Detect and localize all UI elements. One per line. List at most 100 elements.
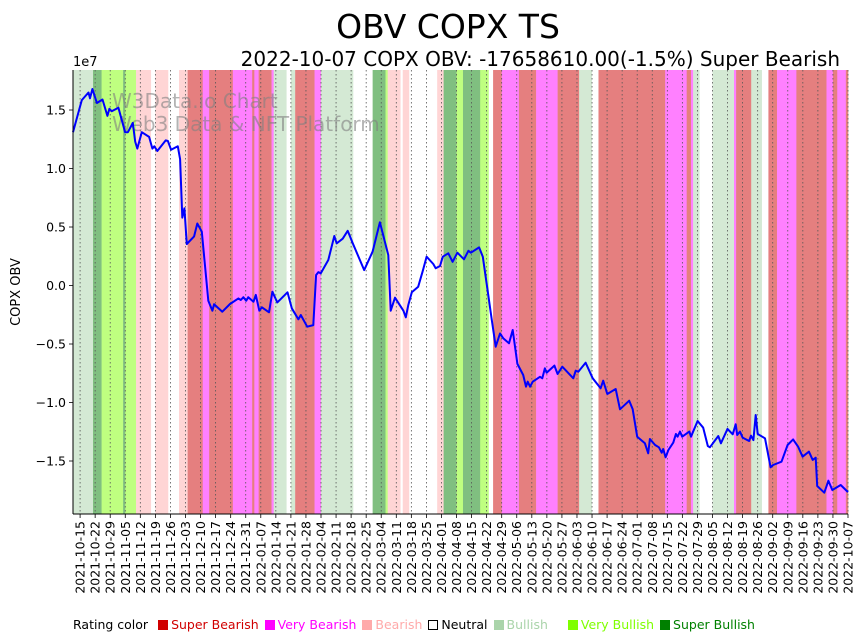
- band-super-bearish: [686, 70, 692, 514]
- band-neutral: [168, 70, 180, 514]
- x-tick-label: 2022-01-21: [283, 521, 298, 594]
- band-very-bullish: [125, 70, 137, 514]
- band-super-bullish: [93, 70, 102, 514]
- legend-swatch: [493, 619, 504, 630]
- band-very-bearish: [733, 70, 737, 514]
- legend-swatch: [264, 619, 275, 630]
- x-tick-label: 2022-05-20: [539, 521, 554, 594]
- band-bullish: [693, 70, 700, 514]
- x-tick-label: 2022-08-26: [750, 521, 765, 594]
- series-layer: [72, 88, 849, 494]
- x-tick-label: 2021-12-31: [238, 521, 253, 594]
- band-very-bullish: [456, 70, 464, 514]
- band-neutral: [151, 70, 156, 514]
- band-super-bullish: [123, 70, 126, 514]
- x-tick-label: 2022-04-22: [479, 521, 494, 594]
- y-offset-label: 1e7: [73, 55, 98, 70]
- legend-label: Very Bearish: [277, 617, 357, 632]
- x-tick-label: 2022-09-30: [825, 521, 840, 594]
- band-bearish: [179, 70, 188, 514]
- y-tick-label: −0.5: [36, 337, 66, 352]
- legend-item-bullish: Bullish: [493, 617, 548, 632]
- legend-swatch: [158, 619, 169, 630]
- x-tick-label: 2022-07-01: [630, 521, 645, 594]
- x-tick-label: 2022-06-17: [600, 521, 615, 594]
- x-tick-label: 2022-07-15: [660, 521, 675, 594]
- obv-line: [72, 88, 849, 494]
- x-tick-label: 2022-02-04: [314, 521, 329, 594]
- band-bullish: [321, 70, 354, 514]
- band-bearish: [387, 70, 401, 514]
- band-neutral: [400, 70, 404, 514]
- x-tick-label: 2021-11-26: [163, 521, 178, 594]
- x-tick-label: 2022-08-05: [705, 521, 720, 594]
- y-tick-label: 0.5: [46, 220, 66, 235]
- band-super-bearish: [768, 70, 778, 514]
- x-tick-label: 2022-06-24: [615, 521, 630, 594]
- x-tick-label: 2021-12-17: [208, 521, 223, 594]
- legend-label: Bullish: [506, 617, 548, 632]
- band-very-bearish: [777, 70, 797, 514]
- legend: Rating color Super Bearish Very Bearish Be…: [73, 617, 761, 632]
- watermark-line-2: Web3 Data & NFT Platform: [112, 112, 380, 136]
- legend-label: Neutral: [441, 617, 488, 632]
- legend-swatch: [362, 619, 373, 630]
- band-super-bullish: [372, 70, 386, 514]
- band-super-bearish: [252, 70, 255, 514]
- band-very-bullish: [101, 70, 124, 514]
- x-tick-label: 2022-01-07: [253, 521, 268, 594]
- x-tick-label: 2021-12-24: [223, 521, 238, 594]
- x-tick-label: 2022-03-11: [389, 521, 404, 594]
- x-tick-label: 2022-04-08: [449, 521, 464, 594]
- x-tick-label: 2021-10-22: [88, 521, 103, 594]
- band-neutral: [761, 70, 769, 514]
- band-bearish: [437, 70, 444, 514]
- band-bearish: [402, 70, 410, 514]
- x-tick-label: 2022-05-27: [554, 521, 569, 594]
- legend-item-very-bullish: Very Bullish: [567, 617, 654, 632]
- band-very-bearish: [826, 70, 834, 514]
- band-super-bullish: [443, 70, 457, 514]
- band-super-bearish: [493, 70, 502, 514]
- x-tick-label: 2021-11-19: [148, 521, 163, 594]
- x-tick-label: 2022-02-25: [359, 521, 374, 594]
- band-very-bearish: [837, 70, 847, 514]
- x-tick-label: 2022-08-19: [735, 521, 750, 594]
- legend-swatch: [660, 619, 671, 630]
- x-tick-label: 2022-09-16: [795, 521, 810, 594]
- chart-title: OBV COPX TS: [336, 7, 560, 46]
- x-tick-label: 2022-01-28: [298, 521, 313, 594]
- band-bullish: [73, 70, 94, 514]
- x-tick-label: 2021-10-15: [73, 521, 88, 594]
- band-neutral: [353, 70, 373, 514]
- band-bullish: [751, 70, 763, 514]
- x-tick-label: 2022-02-11: [329, 521, 344, 594]
- x-tick-label: 2022-05-06: [509, 521, 524, 594]
- x-tick-label: 2022-05-13: [524, 521, 539, 594]
- band-very-bearish: [536, 70, 558, 514]
- band-super-bearish: [845, 70, 849, 514]
- band-neutral: [699, 70, 713, 514]
- band-neutral: [409, 70, 438, 514]
- x-tick-label: 2022-03-25: [419, 521, 434, 594]
- band-super-bearish: [187, 70, 204, 514]
- x-tick-label: 2022-06-10: [585, 521, 600, 594]
- x-tick-label: 2022-09-23: [810, 521, 825, 594]
- x-tick-label: 2021-11-05: [118, 521, 133, 594]
- x-tick-label: 2021-12-03: [178, 521, 193, 594]
- legend-swatch: [567, 619, 578, 630]
- band-very-bearish: [665, 70, 687, 514]
- x-tick-label: 2022-08-12: [720, 521, 735, 594]
- legend-title: Rating color: [73, 617, 149, 632]
- band-super-bearish: [209, 70, 234, 514]
- band-very-bearish: [501, 70, 520, 514]
- band-bearish: [155, 70, 169, 514]
- y-tick-label: 0.0: [46, 278, 66, 293]
- y-tick-label: 1.0: [46, 161, 66, 176]
- band-super-bearish: [796, 70, 827, 514]
- band-super-bearish: [598, 70, 666, 514]
- watermark-line-1: W3Data.io Chart: [112, 89, 278, 113]
- legend-item-super-bearish: Super Bearish: [158, 617, 259, 632]
- x-tick-label: 2022-07-22: [675, 521, 690, 594]
